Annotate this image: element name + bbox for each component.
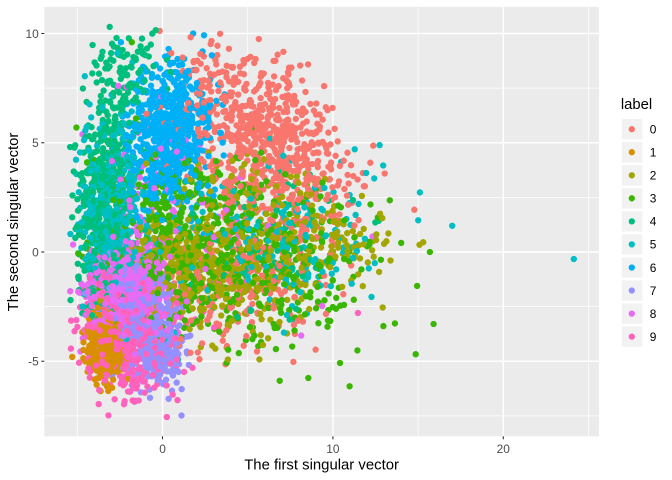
svg-text:5: 5 (32, 136, 39, 150)
svg-text:0: 0 (32, 245, 39, 259)
svg-text:The second singular vector: The second singular vector (6, 133, 22, 312)
svg-text:-5: -5 (28, 355, 39, 369)
svg-text:8: 8 (650, 307, 657, 321)
svg-text:10: 10 (326, 442, 340, 456)
svg-text:0: 0 (159, 442, 166, 456)
svg-text:1: 1 (650, 146, 657, 160)
svg-text:3: 3 (650, 192, 657, 206)
svg-text:0: 0 (650, 122, 657, 136)
svg-text:9: 9 (650, 330, 657, 344)
svg-text:2: 2 (650, 169, 657, 183)
svg-text:7: 7 (650, 284, 657, 298)
svg-text:10: 10 (25, 27, 39, 41)
svg-text:5: 5 (650, 238, 657, 252)
svg-text:The first singular vector: The first singular vector (244, 458, 399, 474)
svg-text:6: 6 (650, 261, 657, 275)
svg-text:20: 20 (497, 442, 511, 456)
svg-text:label: label (621, 97, 652, 113)
svg-text:4: 4 (650, 215, 657, 229)
